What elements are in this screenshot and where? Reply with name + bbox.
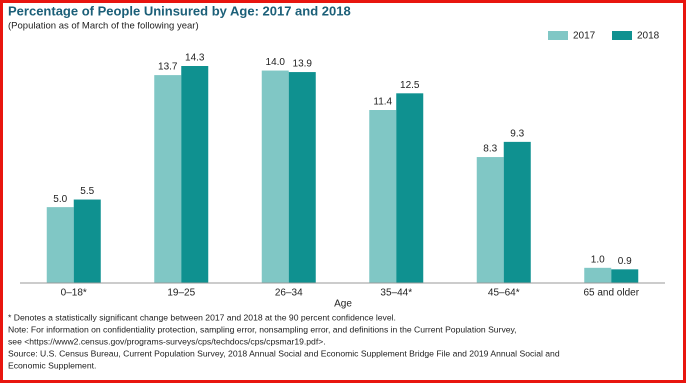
legend-swatch: [548, 31, 568, 40]
bar: [476, 157, 504, 283]
value-label: 13.7: [158, 62, 178, 73]
x-tick-label: 65 and older: [583, 288, 639, 299]
x-tick-label: 19–25: [167, 288, 195, 299]
value-label: 14.0: [266, 57, 286, 68]
x-axis-label: Age: [334, 299, 352, 310]
x-tick-label: 35–44*: [380, 288, 412, 299]
note: see <https://www2.census.gov/programs-su…: [8, 336, 326, 346]
x-tick-label: 0–18*: [61, 288, 87, 299]
value-label: 9.3: [510, 129, 524, 140]
bar: [584, 267, 612, 283]
bar: [396, 93, 424, 283]
bar: [181, 66, 209, 283]
value-label: 12.5: [400, 80, 420, 91]
value-label: 13.9: [293, 59, 313, 70]
bar: [154, 75, 182, 284]
value-label: 5.5: [80, 186, 94, 197]
note: Source: U.S. Census Bureau, Current Popu…: [8, 348, 560, 358]
value-label: 14.3: [185, 53, 205, 64]
note: Economic Supplement.: [8, 360, 96, 370]
value-label: 0.9: [618, 256, 632, 267]
bar: [369, 110, 397, 284]
legend-label: 2018: [637, 31, 660, 42]
chart-subtitle: (Population as of March of the following…: [8, 21, 199, 32]
value-label: 5.0: [53, 194, 67, 205]
chart-title: Percentage of People Uninsured by Age: 2…: [8, 3, 351, 18]
bar: [73, 199, 101, 283]
note: * Denotes a statistically significant ch…: [8, 312, 396, 322]
x-tick-label: 45–64*: [488, 288, 520, 299]
note: Note: For information on confidentiality…: [8, 324, 517, 334]
bar: [611, 269, 639, 283]
bar: [288, 72, 316, 283]
legend-label: 2017: [573, 31, 596, 42]
legend-swatch: [612, 31, 632, 40]
bar: [46, 207, 74, 283]
value-label: 1.0: [591, 254, 605, 265]
value-label: 8.3: [483, 144, 497, 155]
x-tick-label: 26–34: [275, 288, 303, 299]
bar: [261, 70, 289, 283]
value-label: 11.4: [373, 97, 392, 108]
bar: [503, 141, 531, 283]
